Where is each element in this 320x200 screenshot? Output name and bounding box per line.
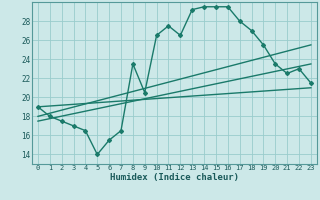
- X-axis label: Humidex (Indice chaleur): Humidex (Indice chaleur): [110, 173, 239, 182]
